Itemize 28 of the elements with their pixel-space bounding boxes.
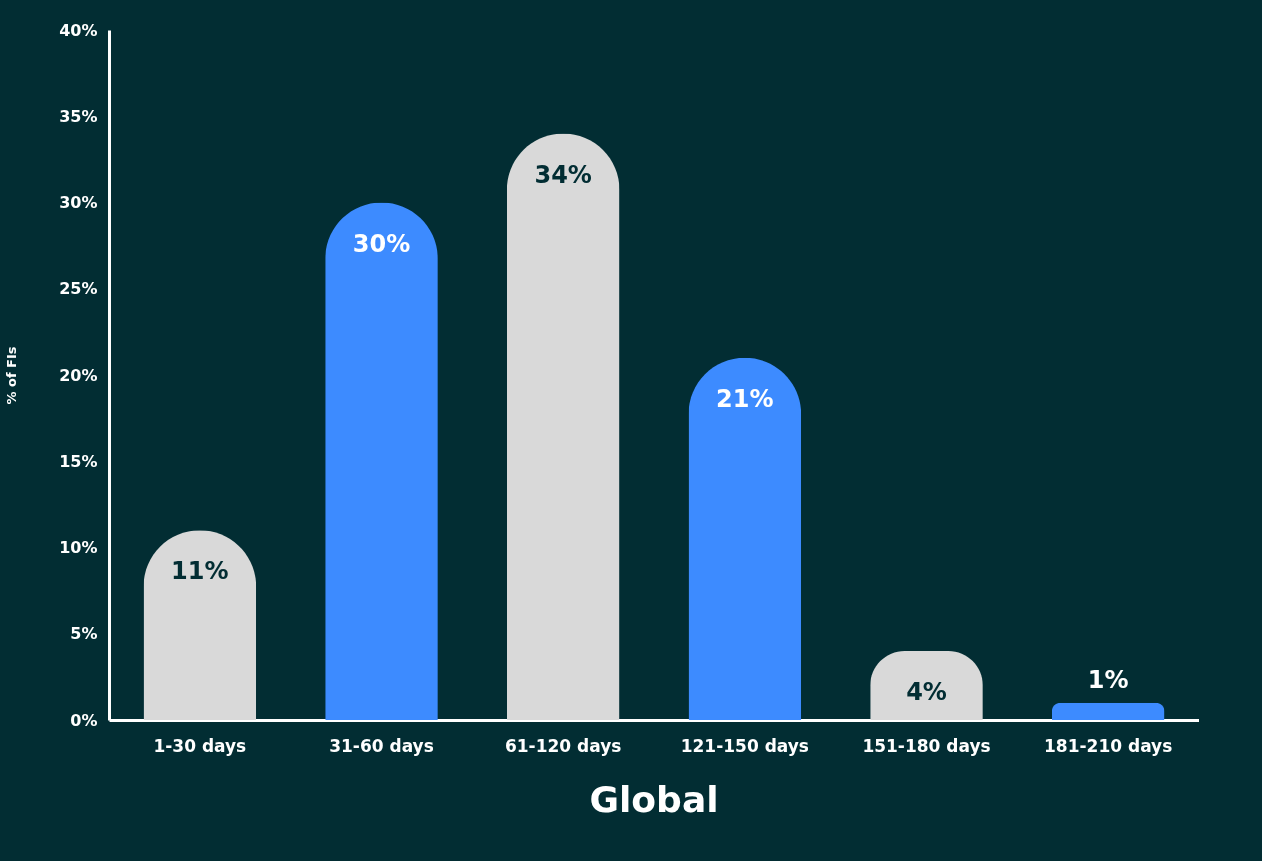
text: Global (589, 779, 719, 820)
y-tick-label: 25% (59, 279, 98, 299)
y-tick-label: 5% (70, 624, 98, 644)
x-tick-label: 61-120 days (504, 735, 622, 756)
y-tick-label: 30% (59, 193, 98, 212)
data-label: 21% (716, 384, 774, 413)
x-tick-label: 31-60 days (329, 735, 434, 756)
bar (688, 357, 802, 720)
y-tick-label: 15% (59, 451, 98, 471)
y-tick-label: 10% (59, 538, 98, 557)
bar (325, 202, 438, 720)
y-tick-label: 35% (59, 106, 98, 126)
x-tick-label: 1-30 days (153, 735, 247, 756)
bar (143, 530, 257, 720)
data-label: 30% (352, 229, 411, 258)
data-label: 34% (534, 160, 592, 189)
y-tick-label: 40% (59, 20, 98, 40)
data-label: 4% (906, 678, 947, 706)
y-tick-label: 20% (59, 365, 98, 385)
x-tick-label: 151-180 days (862, 735, 991, 756)
bar (506, 133, 620, 720)
data-label: 11% (171, 557, 229, 586)
bar (1051, 702, 1165, 720)
x-tick-label: 121-150 days (680, 735, 809, 756)
x-tick-label: 181-210 days (1044, 735, 1173, 756)
data-label: 1% (1087, 665, 1129, 694)
y-tick-label: 0% (70, 710, 98, 730)
y-axis-title: % of FIs (4, 346, 20, 405)
